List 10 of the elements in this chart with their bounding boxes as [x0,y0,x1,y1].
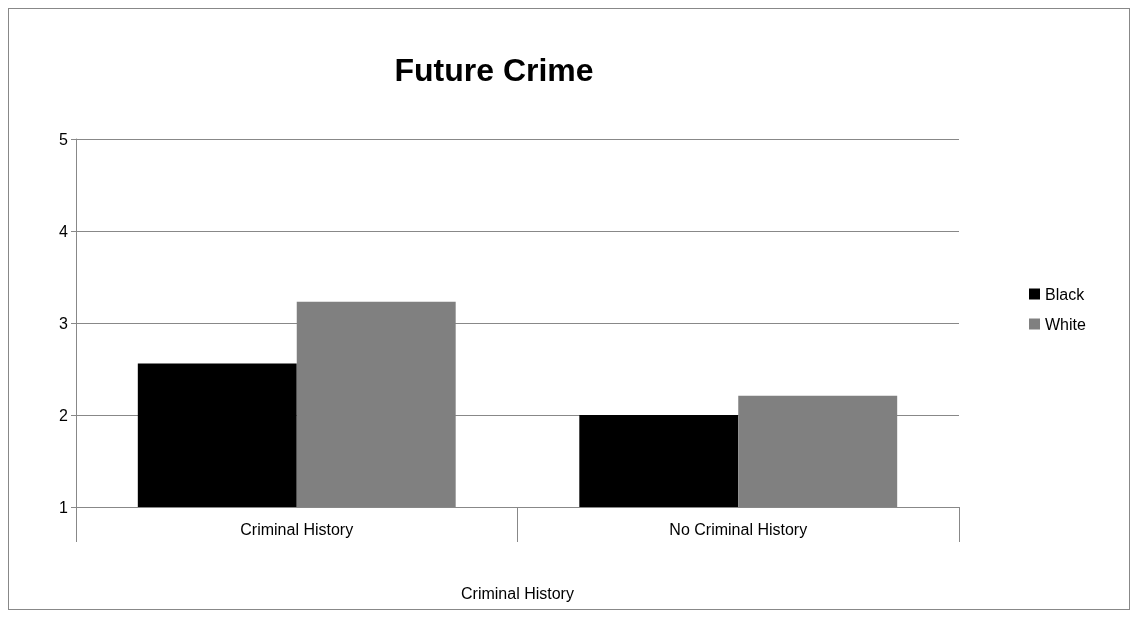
y-tick-label: 4 [59,222,69,240]
x-tick-label: No Criminal History [669,520,808,538]
chart-title: Future Crime [394,52,594,88]
y-tick-label: 3 [59,314,69,332]
y-tick-label: 5 [59,130,69,148]
x-axis-title: Criminal History [461,584,574,602]
y-tick-label: 1 [59,498,69,516]
legend-label: White [1045,315,1086,333]
y-tick-label: 2 [59,406,69,424]
legend-label: Black [1045,285,1086,303]
